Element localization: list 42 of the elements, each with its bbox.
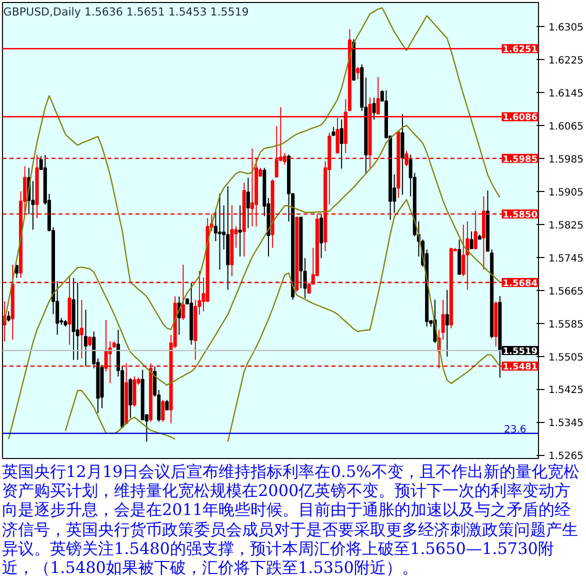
candlestick	[356, 66, 360, 80]
candlestick	[6, 310, 10, 322]
y-tick-label: 1.5825	[548, 220, 584, 232]
ref-line-label: 1.5481	[502, 362, 538, 373]
candlestick	[445, 289, 449, 358]
y-tick-label: 1.5505	[548, 352, 584, 364]
candlestick	[372, 97, 376, 120]
candlestick	[165, 399, 169, 410]
line-series	[4, 7, 501, 330]
candlestick	[161, 399, 165, 422]
candlestick	[88, 336, 92, 347]
candlestick	[76, 282, 80, 360]
ref-line-label: 1.5850	[502, 210, 538, 221]
y-tick-label: 1.6305	[548, 22, 584, 34]
ref-line-label: 1.5985	[502, 154, 538, 165]
y-tick-label: 1.5665	[548, 286, 584, 298]
candlestick	[246, 177, 250, 229]
ref-line-label: 1.5684	[502, 278, 538, 289]
y-tick-label: 1.5265	[548, 451, 584, 462]
y-tick-label: 1.6065	[548, 121, 584, 132]
candlestick	[80, 299, 84, 359]
text: 英国央行12月19日会议后宣布维持指标利率在0.5%不变，且不作出新的量化宽松资产购买计划，维持量化宽松规模在2000亿英镑不变。预计下一次的利率变动方向是逐步升息，会是在2011年晚些时候。目前由于通胀的加速以及与之矛盾的经济信号，英国央行货币政策委员会成员对于是否要采取更多经济刺激政策问题产生异议。英镑关注1.5480的强支撑，预计本周汇价将上破至1.5650—1.5730附近，（1.5480如果被下破，汇价将下跌至1.5350附近）。	[2, 462, 580, 578]
line-series	[8, 124, 501, 440]
annotation: 23.6	[504, 424, 526, 436]
y-tick-label: 1.5585	[548, 319, 584, 330]
y-tick-label: 1.6225	[548, 55, 584, 66]
y-tick-label: 1.5345	[548, 418, 584, 430]
candlestick	[238, 204, 242, 257]
y-tick-label: 1.5905	[548, 187, 584, 198]
candlestick	[218, 193, 222, 270]
candlestick	[84, 309, 88, 368]
chart-title: GBPUSD,Daily 1.5636 1.5651 1.5453 1.5519	[3, 6, 249, 18]
ref-line-label: 1.6086	[502, 113, 538, 124]
ref-line-label: 1.5519	[502, 346, 538, 357]
y-tick-label: 1.5985	[548, 154, 584, 166]
candlestick	[470, 230, 474, 250]
y-tick-label: 1.5425	[548, 385, 584, 396]
candlestick	[340, 119, 344, 170]
y-tick-label: 1.6145	[548, 88, 584, 100]
candlestick	[462, 224, 466, 277]
y-tick-label: 1.5745	[548, 253, 584, 264]
ref-line-label: 1.6251	[502, 45, 538, 56]
